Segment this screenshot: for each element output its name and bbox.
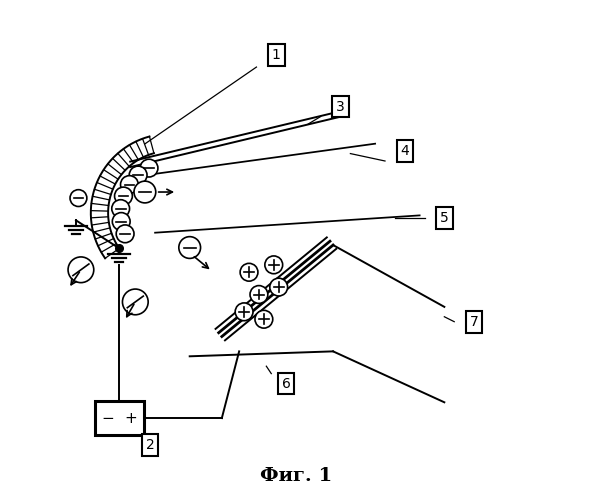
Text: Фиг. 1: Фиг. 1	[260, 467, 332, 485]
Circle shape	[121, 176, 139, 194]
Bar	[95, 401, 144, 436]
Circle shape	[255, 310, 273, 328]
Text: 5: 5	[440, 211, 449, 225]
Circle shape	[179, 236, 201, 258]
Text: +: +	[125, 410, 137, 426]
Text: 1: 1	[272, 48, 281, 62]
Text: 7: 7	[469, 314, 478, 328]
Circle shape	[70, 190, 87, 206]
Text: 4: 4	[400, 144, 409, 158]
Circle shape	[112, 200, 130, 218]
Text: 6: 6	[282, 376, 291, 390]
Circle shape	[240, 264, 258, 281]
Circle shape	[235, 303, 253, 320]
Circle shape	[123, 289, 148, 315]
Circle shape	[140, 159, 158, 177]
Circle shape	[115, 187, 133, 205]
Text: 3: 3	[336, 100, 345, 114]
Text: −: −	[101, 410, 114, 426]
Circle shape	[250, 286, 268, 304]
Circle shape	[265, 256, 282, 274]
Text: 2: 2	[146, 438, 155, 452]
Circle shape	[270, 278, 288, 296]
Circle shape	[68, 257, 94, 282]
Circle shape	[134, 181, 156, 203]
Circle shape	[112, 212, 130, 230]
Circle shape	[116, 225, 134, 242]
Circle shape	[129, 166, 147, 184]
